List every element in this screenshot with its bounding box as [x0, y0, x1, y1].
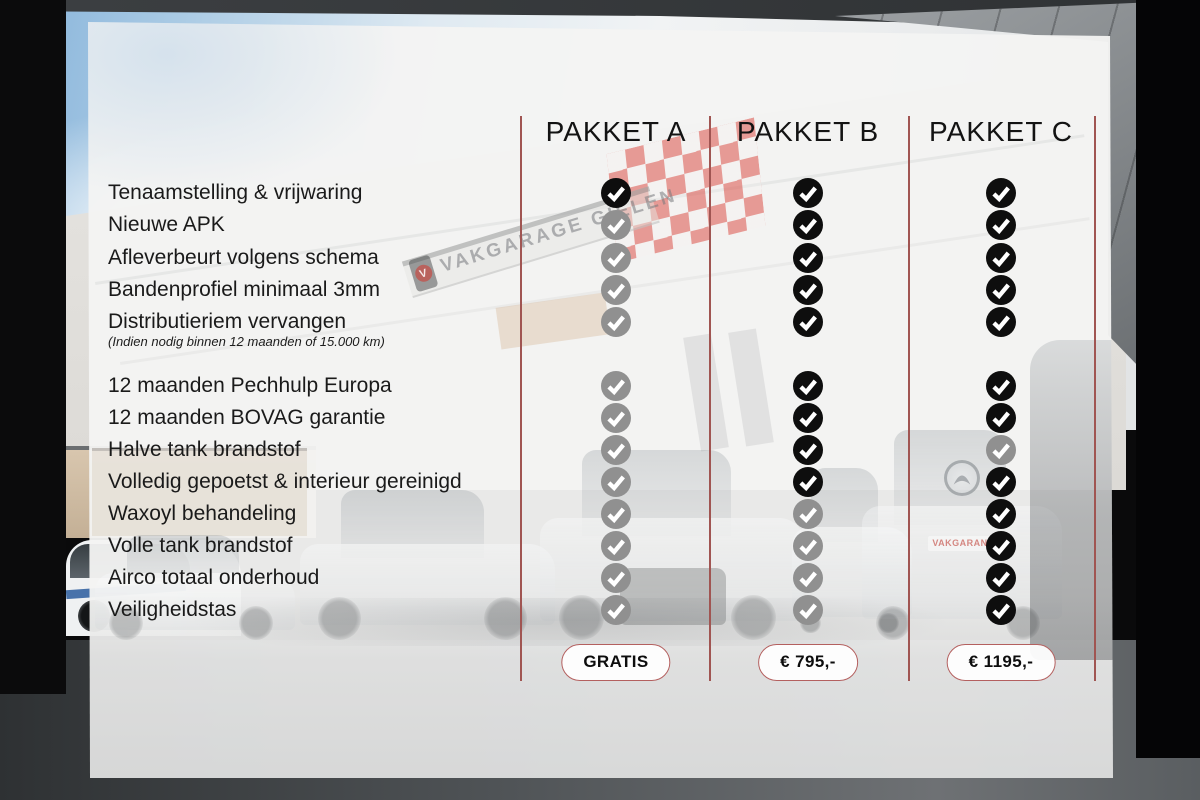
- feature-label: 12 maanden BOVAG garantie: [108, 405, 386, 429]
- car-silhouette: [95, 535, 295, 640]
- car-wheel: [109, 606, 143, 640]
- check-excluded-icon: [601, 530, 631, 561]
- car-shadows: [95, 598, 1045, 646]
- car-body: [300, 544, 555, 625]
- check-excluded-icon: [601, 210, 631, 241]
- dark-strip-left: [0, 0, 66, 694]
- check-excluded-icon: [601, 402, 631, 433]
- package-header: PAKKET A: [545, 116, 687, 147]
- mazda-emblem-icon: [944, 460, 980, 496]
- check-included-icon: [986, 466, 1016, 497]
- check-included-icon: [986, 371, 1016, 401]
- car-wheel: [483, 596, 527, 640]
- check-excluded-icon: [601, 434, 631, 465]
- check-excluded-icon: [793, 530, 823, 561]
- column-divider: [709, 116, 711, 681]
- check-excluded-icon: [793, 594, 823, 625]
- feature-label: Airco totaal onderhoud: [108, 565, 320, 589]
- car-body: [862, 505, 1062, 619]
- check-included-icon: [986, 307, 1016, 337]
- check-included-icon: [986, 210, 1016, 241]
- price-button[interactable]: € 795,-: [758, 644, 858, 681]
- check-included-icon: [793, 178, 823, 208]
- check-included-icon: [986, 530, 1016, 561]
- car-silhouette: [862, 430, 1062, 640]
- check-excluded-icon: [601, 594, 631, 625]
- check-included-icon: [793, 434, 823, 465]
- license-plate: VAKGARANT: [928, 536, 998, 551]
- check-included-icon: [986, 498, 1016, 529]
- car-wheel: [239, 606, 273, 640]
- column-divider: [1094, 116, 1096, 681]
- car-grille: [619, 567, 726, 625]
- feature-label: Tenaamstelling & vrijwaring: [108, 181, 363, 204]
- feature-label: Halve tank brandstof: [108, 437, 301, 461]
- feature-label: Volle tank brandstof: [108, 533, 293, 557]
- check-included-icon: [793, 371, 823, 401]
- package-header: PAKKET B: [736, 116, 880, 147]
- feature-label: 12 maanden Pechhulp Europa: [108, 374, 392, 397]
- check-included-icon: [986, 242, 1016, 273]
- check-excluded-icon: [793, 562, 823, 593]
- feature-label: Veiligheidstas: [108, 597, 237, 621]
- price-button[interactable]: GRATIS: [561, 644, 671, 681]
- check-included-icon: [793, 210, 823, 241]
- car-silhouette: [300, 490, 555, 640]
- car-wheel: [558, 594, 604, 640]
- check-excluded-icon: [601, 466, 631, 497]
- feature-label: Afleverbeurt volgens schema: [108, 245, 379, 269]
- feature-label: Nieuwe APK: [108, 213, 225, 237]
- car-silhouette: [540, 450, 805, 640]
- package-header: PAKKET C: [929, 116, 1073, 147]
- check-excluded-icon: [601, 242, 631, 273]
- car-wheel: [878, 612, 899, 633]
- check-excluded-icon: [601, 562, 631, 593]
- check-included-icon: [793, 242, 823, 273]
- entrance-canopy-ghost: [92, 448, 307, 536]
- dark-strip-right: [1136, 0, 1200, 758]
- check-excluded-icon: [986, 434, 1016, 465]
- car-body: [95, 572, 295, 630]
- feature-label: Distributieriem vervangen: [108, 310, 347, 333]
- price-button[interactable]: € 1195,-: [946, 644, 1056, 681]
- car-wheel: [876, 606, 910, 640]
- check-included-icon: [601, 178, 631, 208]
- check-included-icon: [793, 307, 823, 337]
- feature-note: (Indien nodig binnen 12 maanden of 15.00…: [108, 334, 385, 349]
- check-included-icon: [986, 402, 1016, 433]
- car-body: [540, 518, 805, 621]
- feature-label: Volledig gepoetst & interieur gereinigd: [108, 469, 462, 493]
- check-included-icon: [986, 594, 1016, 625]
- check-included-icon: [986, 562, 1016, 593]
- check-excluded-icon: [601, 274, 631, 305]
- car-wheel: [317, 596, 362, 640]
- feature-label: Bandenprofiel minimaal 3mm: [108, 277, 380, 301]
- check-excluded-icon: [601, 498, 631, 529]
- dark-car-right: [1030, 340, 1113, 660]
- check-included-icon: [986, 178, 1016, 208]
- car-wheel: [730, 594, 776, 640]
- car-glass: [127, 535, 239, 583]
- check-excluded-icon: [601, 371, 631, 401]
- check-included-icon: [793, 402, 823, 433]
- column-divider: [908, 116, 910, 681]
- feature-label: Waxoyl behandeling: [108, 501, 297, 525]
- car-glass: [340, 490, 484, 558]
- check-excluded-icon: [601, 307, 631, 337]
- check-excluded-icon: [793, 498, 823, 529]
- check-included-icon: [986, 274, 1016, 305]
- column-divider: [520, 116, 522, 681]
- check-included-icon: [793, 274, 823, 305]
- check-included-icon: [793, 466, 823, 497]
- ground-shading: [90, 595, 1113, 778]
